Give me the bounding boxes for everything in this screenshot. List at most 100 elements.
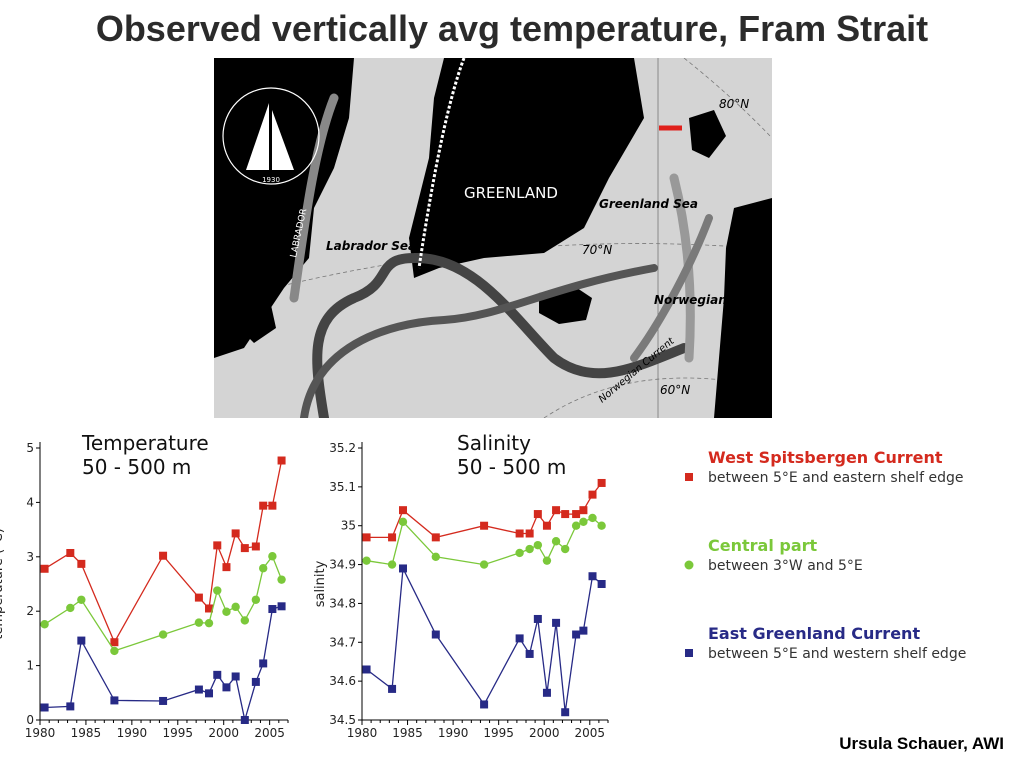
- sal-chart-point: [479, 560, 489, 569]
- legend-item-egc: East Greenland Current between 5°E and w…: [680, 624, 1020, 712]
- temp-chart-point: [268, 501, 277, 510]
- sal-chart-x-tick-label: 2005: [575, 726, 606, 740]
- temp-chart-point: [251, 542, 260, 551]
- sal-chart-point: [388, 684, 397, 693]
- temp-chart-point: [231, 602, 240, 612]
- map-current-norwegian: [630, 214, 713, 362]
- temp-chart-point: [213, 586, 222, 595]
- temp-chart-point: [110, 696, 119, 705]
- map-label-norwegian-sea: Norwegian Sea: [654, 293, 756, 307]
- sal-chart-point: [388, 533, 397, 542]
- credit: Ursula Schauer, AWI: [839, 734, 1004, 753]
- sal-chart-point: [399, 506, 407, 515]
- legend: West Spitsbergen Current between 5°E and…: [680, 448, 1020, 712]
- legend-title-egc: East Greenland Current: [708, 624, 921, 643]
- temp-chart-y-label: temperature (°C): [0, 528, 6, 640]
- legend-sub-egc: between 5°E and western shelf edge: [708, 646, 967, 662]
- temp-chart-point: [159, 551, 168, 560]
- sal-chart-point: [515, 529, 524, 538]
- temp-chart-point: [222, 683, 231, 692]
- sal-chart-point: [552, 506, 561, 515]
- sal-chart-point: [588, 490, 597, 499]
- temp-chart-x-tick-label: 1985: [71, 726, 102, 740]
- sal-chart-y-label: salinity: [313, 560, 328, 607]
- map-label-greenland: GREENLAND: [464, 184, 558, 202]
- map-land-newfoundland: [239, 296, 276, 343]
- sal-chart-point: [579, 517, 588, 527]
- sal-chart-point: [515, 634, 524, 643]
- temp-chart-point: [40, 564, 49, 573]
- page-title: Observed vertically avg temperature, Fra…: [95, 8, 929, 49]
- sal-chart-point: [533, 614, 542, 623]
- sal-chart-point: [431, 533, 440, 542]
- sal-chart-point: [525, 544, 534, 554]
- temp-chart-point: [77, 559, 86, 568]
- sal-chart-point: [533, 540, 543, 550]
- north-atlantic-map: 1930 GREENLAND Greenland Sea Labrador Se…: [214, 58, 772, 418]
- sal-chart-point: [398, 517, 408, 527]
- legend-sub-central: between 3°W and 5°E: [708, 558, 863, 574]
- temp-chart-point: [110, 646, 119, 656]
- sal-chart-y-tick-label: 35: [341, 519, 356, 533]
- temp-chart-point: [40, 703, 49, 712]
- temp-chart-point: [77, 595, 86, 604]
- temp-chart-point: [268, 605, 277, 614]
- map-current-wsc: [669, 173, 695, 363]
- sal-chart-series-line-2: [366, 566, 603, 713]
- sal-chart-point: [597, 521, 606, 530]
- temp-chart-point: [231, 529, 240, 538]
- sal-chart-point: [579, 506, 588, 515]
- temp-chart-point: [213, 541, 222, 550]
- sal-chart-point: [542, 688, 551, 697]
- temp-chart-point: [268, 552, 277, 561]
- map-land-scandinavia: [714, 198, 772, 418]
- temp-chart-point: [259, 501, 268, 510]
- legend-marker-central: [684, 560, 694, 570]
- sal-chart-point: [431, 552, 440, 561]
- temp-chart-x-tick-label: 1980: [25, 726, 56, 740]
- temp-chart-point: [194, 685, 203, 694]
- temp-chart-point: [259, 564, 268, 573]
- sal-chart-point: [515, 548, 524, 558]
- sal-chart-x-tick-label: 1980: [347, 726, 378, 740]
- sal-chart-point: [588, 572, 597, 581]
- temp-chart-point: [77, 636, 86, 645]
- sal-chart-y-tick-label: 34.8: [329, 596, 356, 610]
- sal-chart-point: [552, 618, 561, 627]
- legend-item-central: Central part between 3°W and 5°E: [680, 536, 1020, 624]
- sal-chart-point: [542, 521, 551, 530]
- sal-chart-y-tick-label: 35.1: [329, 480, 356, 494]
- sal-chart-point: [579, 626, 588, 635]
- sal-chart-point: [362, 533, 371, 542]
- temp-chart-point: [194, 618, 204, 627]
- sal-chart-point: [399, 564, 407, 573]
- temp-chart-point: [240, 616, 250, 625]
- sal-chart-title: Salinity: [457, 431, 531, 455]
- sal-chart-point: [551, 537, 561, 546]
- legend-title-wsc: West Spitsbergen Current: [708, 448, 943, 467]
- sal-chart-point: [588, 513, 597, 523]
- temp-chart-point: [40, 620, 49, 629]
- temp-chart-point: [277, 602, 286, 611]
- sal-chart-y-tick-label: 35.2: [329, 441, 356, 455]
- temp-chart-point: [231, 672, 240, 681]
- whoi-year-label: 1930: [262, 176, 280, 184]
- temp-chart-x-tick-label: 1990: [117, 726, 148, 740]
- temp-chart-y-tick-label: 3: [26, 550, 34, 564]
- sal-chart-x-tick-label: 1990: [438, 726, 469, 740]
- map-label-lat-60: 60°N: [660, 383, 690, 397]
- temp-chart-point: [158, 630, 168, 639]
- map-label-labrador-sea: Labrador Sea: [326, 239, 416, 253]
- temp-chart-x-tick-label: 1995: [163, 726, 194, 740]
- sal-chart-y-tick-label: 34.7: [329, 635, 356, 649]
- temp-chart-point: [204, 618, 214, 628]
- legend-title-central: Central part: [708, 536, 818, 555]
- temp-chart-point: [66, 548, 75, 557]
- sal-chart-point: [362, 665, 371, 674]
- sal-chart-x-tick-label: 2000: [529, 726, 560, 740]
- map-land-greenland: [409, 58, 644, 278]
- map-current-labrador: [289, 93, 339, 303]
- temp-chart-y-tick-label: 1: [26, 659, 34, 673]
- sal-chart-point: [533, 510, 542, 519]
- map-graticule-70n: [233, 243, 755, 299]
